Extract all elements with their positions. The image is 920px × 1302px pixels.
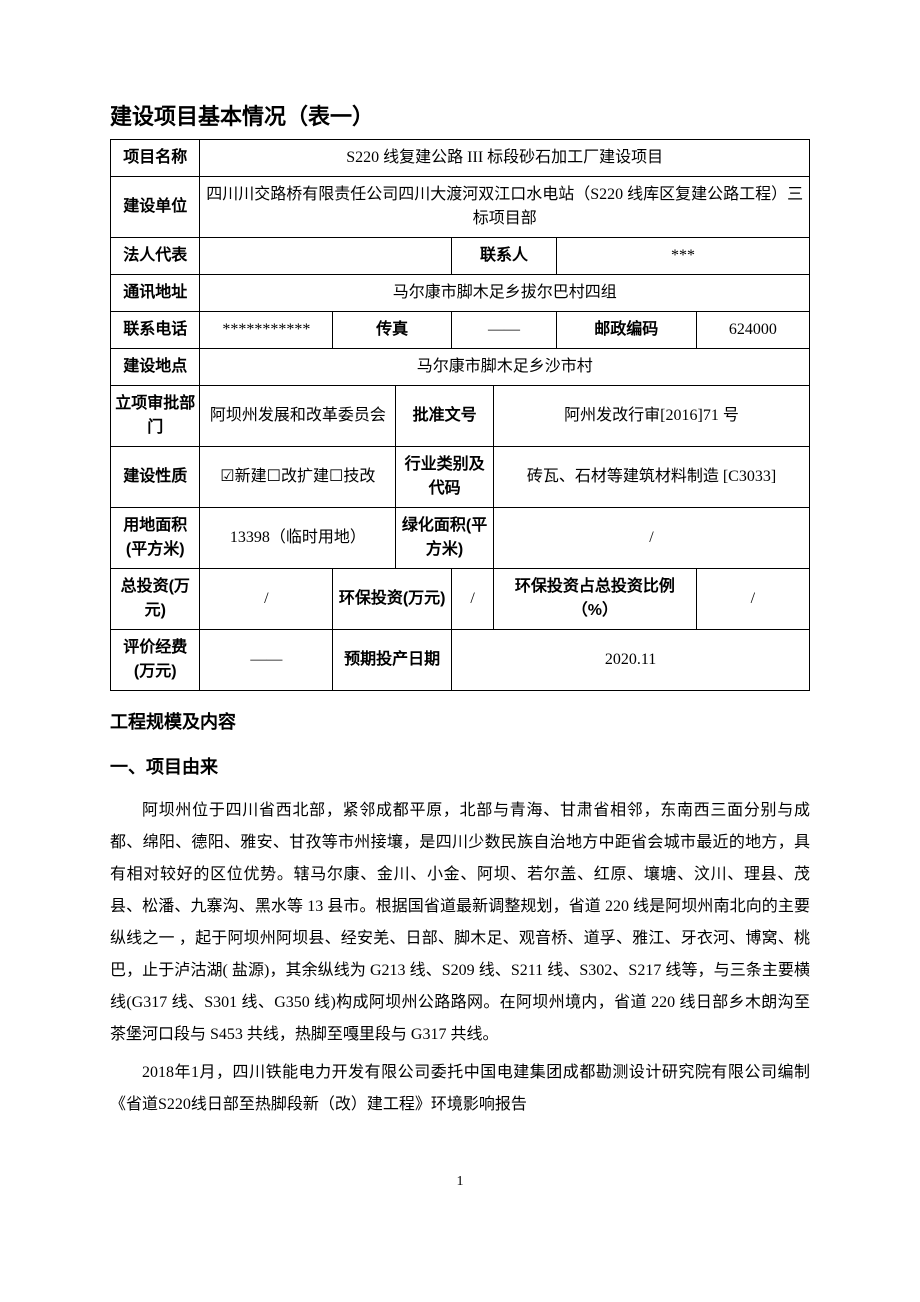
- paragraph: 阿坝州位于四川省西北部，紧邻成都平原，北部与青海、甘肃省相邻，东南西三面分别与成…: [110, 795, 810, 1051]
- label-land-area: 用地面积(平方米): [111, 508, 200, 569]
- label-phone: 联系电话: [111, 312, 200, 349]
- label-contact-person: 联系人: [452, 238, 557, 275]
- label-eval-fee: 评价经费(万元): [111, 630, 200, 691]
- table-row: 通讯地址 马尔康市脚木足乡拔尔巴村四组: [111, 275, 810, 312]
- value-env-ratio: /: [696, 569, 809, 630]
- label-env-ratio: 环保投资占总投资比例（%）: [494, 569, 697, 630]
- value-contact-person: ***: [556, 238, 809, 275]
- table-row: 联系电话 *********** 传真 —— 邮政编码 624000: [111, 312, 810, 349]
- label-approval-dept: 立项审批部门: [111, 386, 200, 447]
- label-construction-unit: 建设单位: [111, 177, 200, 238]
- value-approval-no: 阿州发改行审[2016]71 号: [494, 386, 810, 447]
- label-total-invest: 总投资(万元): [111, 569, 200, 630]
- value-postal-code: 624000: [696, 312, 809, 349]
- label-address: 通讯地址: [111, 275, 200, 312]
- heading-scope: 工程规模及内容: [110, 709, 810, 736]
- label-env-invest: 环保投资(万元): [333, 569, 452, 630]
- body-text: 阿坝州位于四川省西北部，紧邻成都平原，北部与青海、甘肃省相邻，东南西三面分别与成…: [110, 795, 810, 1121]
- table-row: 用地面积(平方米) 13398（临时用地） 绿化面积(平方米) /: [111, 508, 810, 569]
- value-nature: ☑新建☐改扩建☐技改: [200, 447, 396, 508]
- value-fax: ——: [452, 312, 557, 349]
- label-approval-no: 批准文号: [396, 386, 494, 447]
- table-row: 建设性质 ☑新建☐改扩建☐技改 行业类别及代码 砖瓦、石材等建筑材料制造 [C3…: [111, 447, 810, 508]
- value-address: 马尔康市脚木足乡拔尔巴村四组: [200, 275, 810, 312]
- value-construction-unit: 四川川交路桥有限责任公司四川大渡河双江口水电站（S220 线库区复建公路工程）三…: [200, 177, 810, 238]
- paragraph: 2018年1月，四川铁能电力开发有限公司委托中国电建集团成都勘测设计研究院有限公…: [110, 1057, 810, 1121]
- table-row: 法人代表 联系人 ***: [111, 238, 810, 275]
- value-green-area: /: [494, 508, 810, 569]
- table-row: 总投资(万元) / 环保投资(万元) / 环保投资占总投资比例（%） /: [111, 569, 810, 630]
- page-title: 建设项目基本情况（表一）: [110, 100, 810, 133]
- label-fax: 传真: [333, 312, 452, 349]
- label-postal-code: 邮政编码: [556, 312, 696, 349]
- table-row: 建设单位 四川川交路桥有限责任公司四川大渡河双江口水电站（S220 线库区复建公…: [111, 177, 810, 238]
- value-location: 马尔康市脚木足乡沙市村: [200, 349, 810, 386]
- table-row: 评价经费(万元) —— 预期投产日期 2020.11: [111, 630, 810, 691]
- label-industry: 行业类别及代码: [396, 447, 494, 508]
- label-project-name: 项目名称: [111, 140, 200, 177]
- value-total-invest: /: [200, 569, 333, 630]
- page-number: 1: [110, 1171, 810, 1192]
- info-table: 项目名称 S220 线复建公路 III 标段砂石加工厂建设项目 建设单位 四川川…: [110, 139, 810, 691]
- value-eval-fee: ——: [200, 630, 333, 691]
- value-land-area: 13398（临时用地）: [200, 508, 396, 569]
- value-exp-date: 2020.11: [452, 630, 810, 691]
- heading-origin: 一、项目由来: [110, 754, 810, 781]
- label-nature: 建设性质: [111, 447, 200, 508]
- table-row: 立项审批部门 阿坝州发展和改革委员会 批准文号 阿州发改行审[2016]71 号: [111, 386, 810, 447]
- table-row: 项目名称 S220 线复建公路 III 标段砂石加工厂建设项目: [111, 140, 810, 177]
- value-industry: 砖瓦、石材等建筑材料制造 [C3033]: [494, 447, 810, 508]
- value-env-invest: /: [452, 569, 494, 630]
- label-exp-date: 预期投产日期: [333, 630, 452, 691]
- label-green-area: 绿化面积(平方米): [396, 508, 494, 569]
- label-location: 建设地点: [111, 349, 200, 386]
- label-legal-rep: 法人代表: [111, 238, 200, 275]
- table-row: 建设地点 马尔康市脚木足乡沙市村: [111, 349, 810, 386]
- value-legal-rep: [200, 238, 452, 275]
- value-phone: ***********: [200, 312, 333, 349]
- value-approval-dept: 阿坝州发展和改革委员会: [200, 386, 396, 447]
- value-project-name: S220 线复建公路 III 标段砂石加工厂建设项目: [200, 140, 810, 177]
